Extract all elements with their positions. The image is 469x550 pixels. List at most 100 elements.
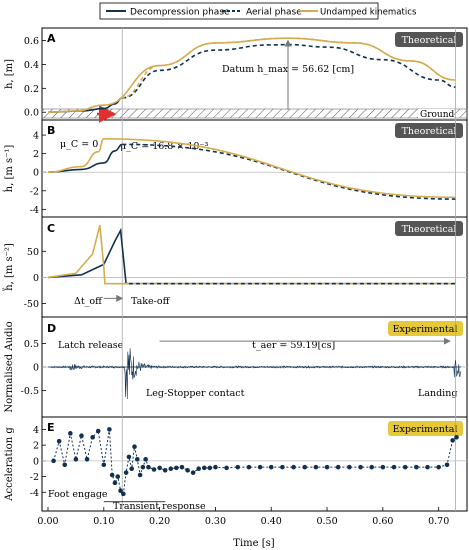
accel-point [143,456,148,462]
x-tick-label-7: 0.70 [428,516,449,527]
accel-point [107,427,112,432]
accel-point [118,488,123,494]
accel-point [444,462,450,468]
accel-point [132,444,137,450]
y-tick-label-d-0: -0.5 [21,386,39,397]
accel-point [235,464,241,470]
y-tick-label-e-0: -4 [30,488,39,499]
x-tick-label-6: 0.60 [372,516,393,527]
accel-point [450,438,455,443]
accel-point [257,464,263,470]
y-tick-label-a-3: 0.6 [24,36,39,47]
accel-point [51,458,56,464]
y-axis-title-d: Normalised Audio [4,321,15,412]
accel-point [68,431,73,436]
y-axis-title-a: h, [m] [4,59,15,89]
accel-point [115,474,121,479]
accel-point [454,434,459,440]
panel-e-letter: E [47,421,55,434]
accel-point [313,464,319,470]
legend-label-undamped: Undamped kinematics [320,8,417,18]
accel-point [84,456,90,462]
accel-point [380,464,386,470]
panel-a-badge: Theoretical [395,32,463,47]
accel-point [347,464,352,470]
accel-point [402,464,408,470]
mu-zero-label: μ_C = 0 [60,139,98,150]
chart-marks: 0.0 0.2 0.4 0.6 h, [m] -4 -2 0 2 4 ḣ, [m s⁻¹] -50 0 5… [3,28,467,527]
accel-point [358,464,363,470]
y-tick-label-b-1: -2 [30,186,39,197]
series-c-undamped-kinematics [47,225,456,285]
legend-label-decompression: Decompression phase [130,8,230,18]
svg-text:Theoretical: Theoretical [402,224,457,235]
accel-point [324,464,330,470]
accel-point [391,464,397,470]
accel-point [121,491,126,497]
series-c-decompression-phase [47,227,456,285]
y-tick-label-e-1: -2 [30,472,39,483]
accel-point [335,464,341,470]
latch-release-label: Latch release [58,340,124,351]
takeoff-label: Take-off [131,296,171,307]
x-tick-label-5: 0.50 [316,516,337,527]
accel-point [90,434,95,440]
accel-point [146,464,151,470]
y-tick-label-e-3: 2 [33,441,39,452]
y-tick-label-c-0: -50 [24,299,39,310]
svg-text:Experimental: Experimental [393,424,458,435]
accel-point [56,438,62,444]
ground-strip: Ground [41,108,468,120]
panel-a-letter: A [47,32,56,45]
series-b-undamped-kinematics [47,137,456,199]
accel-point [414,464,419,470]
x-tick-label-0: 0.00 [37,516,58,527]
y-axis-title-c: ḧ, [m s⁻²] [3,243,15,291]
accel-point [268,464,274,470]
panel-d-badge: Experimental [388,321,463,336]
accel-point [201,465,207,471]
panel-c-badge: Theoretical [395,221,463,236]
y-axis-title-b: ḣ, [m s⁻¹] [3,145,15,193]
y-tick-label-d-2: 0.5 [24,339,39,350]
panel-c-letter: C [47,222,55,235]
accel-point [109,472,115,478]
svg-text:Theoretical: Theoretical [402,126,457,137]
accel-point [436,464,441,470]
accel-point [157,465,162,471]
y-tick-label-a-1: 0.2 [24,84,39,95]
panel-b-letter: B [47,124,55,137]
t-aer-label: t_aer = 59.19[cs] [252,340,335,351]
landing-label: Landing [418,388,457,399]
y-tick-label-e-2: 0 [33,456,39,467]
accel-point [162,467,168,473]
accel-point [302,464,308,470]
audio-waveform [50,348,462,400]
x-tick-label-1: 0.10 [93,516,114,527]
y-tick-label-c-1: 0 [33,273,39,284]
series-a-undamped-kinematics [47,37,456,113]
ground-label: Ground [420,110,455,120]
panel-d-letter: D [47,322,56,335]
accel-point [112,480,118,486]
accel-point [95,428,101,434]
y-tick-label-c-2: 50 [27,247,39,258]
accel-point [425,464,430,470]
legend-label-aerial: Aerial phase [246,8,302,18]
leg-stopper-label: Leg-Stopper contact [146,388,245,399]
panel-b-badge: Theoretical [395,123,463,138]
accel-point [196,466,201,472]
accel-point [291,464,296,470]
series-b-decompression-phase [47,143,123,173]
accel-point [137,472,143,478]
accel-point [246,464,252,470]
y-tick-label-e-4: 4 [33,425,39,436]
accel-point [168,466,174,472]
accel-point [151,467,157,472]
accel-point [79,433,84,439]
accel-point [190,470,196,475]
svg-text:Theoretical: Theoretical [402,35,457,46]
accel-point [280,464,285,470]
accel-point [62,462,68,468]
accel-point [174,465,179,471]
